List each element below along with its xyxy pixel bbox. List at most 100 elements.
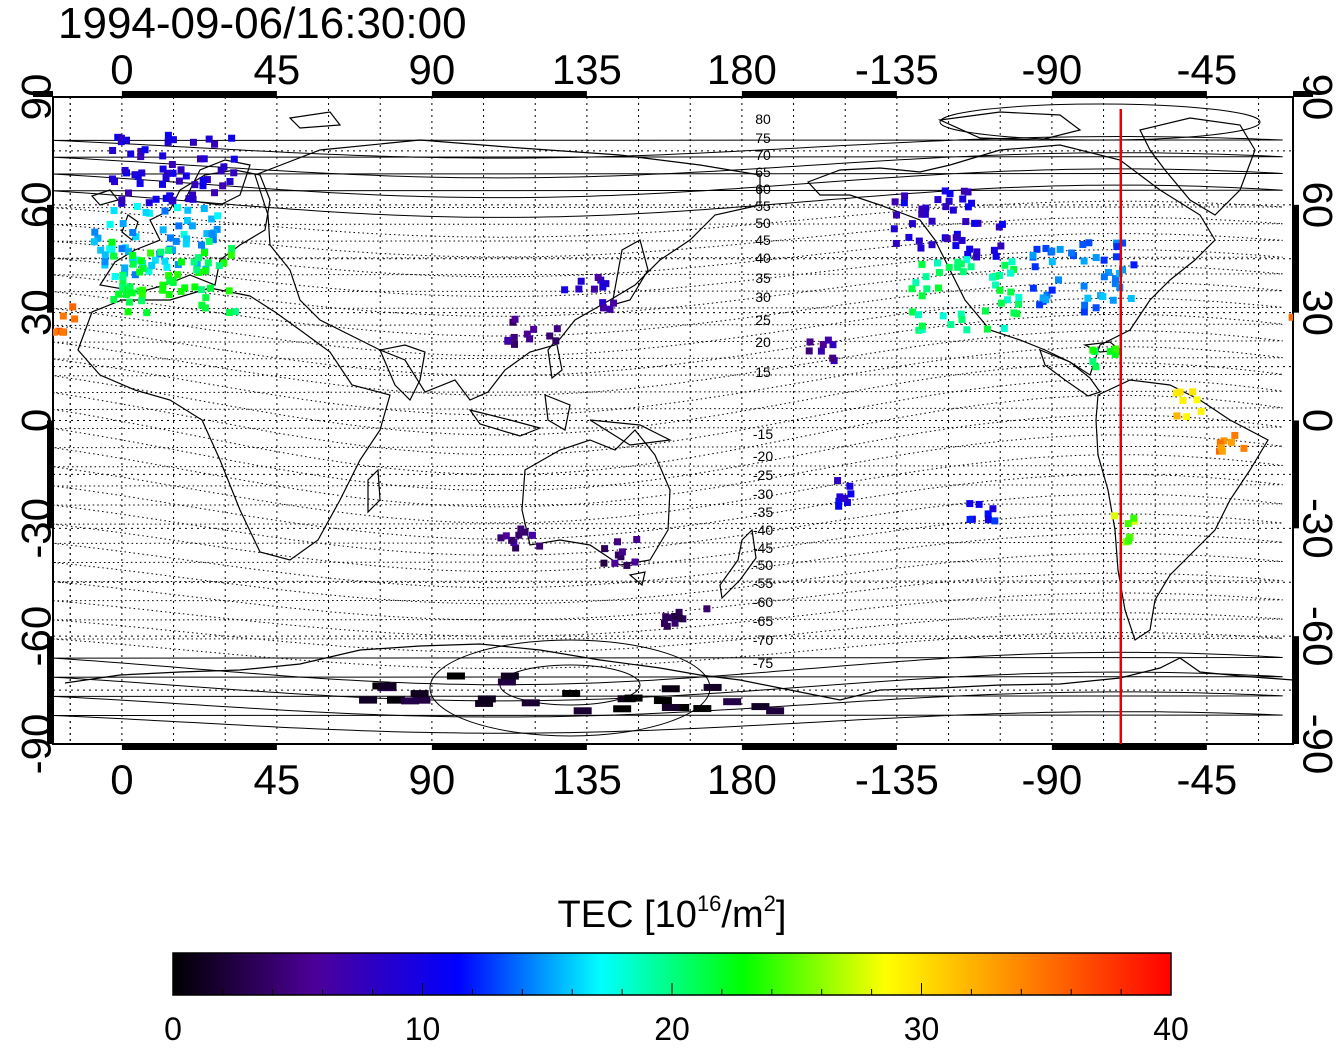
tec-pixel bbox=[228, 134, 236, 142]
tec-pixel bbox=[122, 136, 130, 144]
magnetic-latitude-label: -50 bbox=[753, 557, 773, 573]
tec-pixel bbox=[118, 196, 126, 204]
tec-pixel bbox=[510, 340, 518, 348]
tec-pixel bbox=[126, 283, 134, 291]
lon-tick-bottom: 0 bbox=[110, 756, 133, 803]
tec-pixel bbox=[189, 138, 197, 146]
tec-pixel bbox=[892, 239, 900, 247]
tec-pixel bbox=[211, 140, 219, 148]
magnetic-contour bbox=[53, 281, 1283, 337]
tec-pixel bbox=[121, 166, 129, 174]
tec-pixel bbox=[217, 167, 225, 175]
tec-pixel bbox=[1007, 288, 1015, 296]
tec-pixel bbox=[631, 558, 639, 566]
tec-pixel bbox=[1068, 249, 1076, 257]
tec-pixel bbox=[964, 250, 972, 258]
tec-pixel bbox=[199, 177, 207, 185]
magnetic-latitude-label: 70 bbox=[755, 147, 771, 163]
lat-tick-left: -90 bbox=[13, 714, 60, 775]
tec-pixel bbox=[206, 284, 214, 292]
magnetic-contour bbox=[53, 691, 1283, 718]
tec-pixel bbox=[1112, 253, 1120, 261]
tec-pixel bbox=[122, 290, 130, 298]
magnetic-latitude-label: 30 bbox=[755, 289, 771, 305]
tec-pixel bbox=[202, 294, 210, 302]
tec-pixel bbox=[152, 195, 160, 203]
tec-pixel bbox=[653, 697, 672, 705]
axis-bars bbox=[33, 91, 1313, 750]
tec-pixel bbox=[996, 271, 1004, 279]
lat-tick-left: 30 bbox=[13, 289, 60, 336]
tec-pixel bbox=[119, 273, 127, 281]
tec-pixel bbox=[1089, 346, 1097, 354]
tec-pixel bbox=[614, 538, 622, 546]
tec-pixel bbox=[909, 308, 917, 316]
tec-pixel bbox=[590, 285, 598, 293]
tec-pixel bbox=[97, 246, 105, 254]
tec-pixel bbox=[185, 195, 193, 203]
tec-pixel bbox=[145, 199, 153, 207]
tec-pixel bbox=[124, 308, 132, 316]
tec-pixel bbox=[1193, 396, 1201, 404]
tec-pixel bbox=[138, 169, 146, 177]
axis-bar-segment bbox=[1051, 744, 1207, 750]
axis-bar-segment bbox=[1051, 91, 1207, 97]
magnetic-contour bbox=[53, 378, 1283, 456]
tec-pixel bbox=[957, 310, 965, 318]
tec-pixel bbox=[1183, 413, 1191, 421]
tec-pixel bbox=[528, 531, 536, 539]
tec-pixel bbox=[1217, 444, 1225, 452]
tec-pixel bbox=[115, 290, 123, 298]
tec-pixel bbox=[1081, 301, 1089, 309]
magnetic-contour bbox=[53, 394, 1283, 475]
tec-pixel bbox=[966, 516, 974, 524]
axis-bar-segment bbox=[121, 91, 277, 97]
magnetic-latitude-label: 15 bbox=[755, 364, 771, 380]
tec-pixel bbox=[133, 256, 141, 264]
lat-tick-left: 0 bbox=[13, 409, 60, 432]
tec-pixel bbox=[766, 707, 785, 715]
tec-pixel bbox=[129, 251, 137, 259]
lon-tick-top: 45 bbox=[254, 46, 301, 93]
magnetic-contour bbox=[53, 233, 1283, 278]
tec-pixel bbox=[1113, 243, 1121, 251]
magnetic-latitude-label: 20 bbox=[755, 334, 771, 350]
tec-pixel bbox=[1033, 245, 1041, 253]
magnetic-contour bbox=[53, 671, 1283, 702]
tec-pixel bbox=[166, 192, 174, 200]
tec-pixel bbox=[219, 182, 227, 190]
tec-pixel bbox=[515, 531, 523, 539]
tec-pixel bbox=[214, 212, 222, 220]
tec-pixel bbox=[168, 161, 176, 169]
tec-pixel bbox=[138, 291, 146, 299]
tec-pixel bbox=[917, 244, 925, 252]
lon-tick-top: -90 bbox=[1022, 46, 1083, 93]
magnetic-contour bbox=[53, 632, 1283, 669]
tec-pixel bbox=[1231, 431, 1239, 439]
tec-pixel bbox=[197, 286, 205, 294]
tec-pixel bbox=[151, 256, 159, 264]
tec-pixel bbox=[125, 298, 133, 306]
magnetic-latitude-label: -30 bbox=[753, 486, 773, 502]
tec-pixel bbox=[184, 206, 192, 214]
tec-pixel bbox=[162, 174, 170, 182]
tec-pixel bbox=[164, 131, 172, 139]
tec-pixel bbox=[967, 263, 975, 271]
tec-pixel bbox=[128, 289, 136, 297]
tec-pixel bbox=[497, 534, 505, 542]
tec-pixel bbox=[198, 301, 206, 309]
tec-pixel bbox=[125, 247, 133, 255]
colorbar-ticks: 0 10 20 30 40 bbox=[164, 983, 1189, 1047]
tec-pixel bbox=[1048, 247, 1056, 255]
tec-pixel bbox=[477, 695, 496, 703]
tec-pixel bbox=[806, 338, 814, 346]
axis-bar-segment bbox=[1293, 420, 1299, 529]
tec-pixel bbox=[751, 703, 770, 711]
tec-pixel bbox=[137, 147, 145, 155]
magnetic-contour bbox=[53, 136, 1283, 159]
tec-pixel bbox=[201, 304, 209, 312]
tec-pixel bbox=[119, 220, 127, 228]
tec-pixel bbox=[958, 236, 966, 244]
tec-pixel bbox=[660, 619, 668, 627]
